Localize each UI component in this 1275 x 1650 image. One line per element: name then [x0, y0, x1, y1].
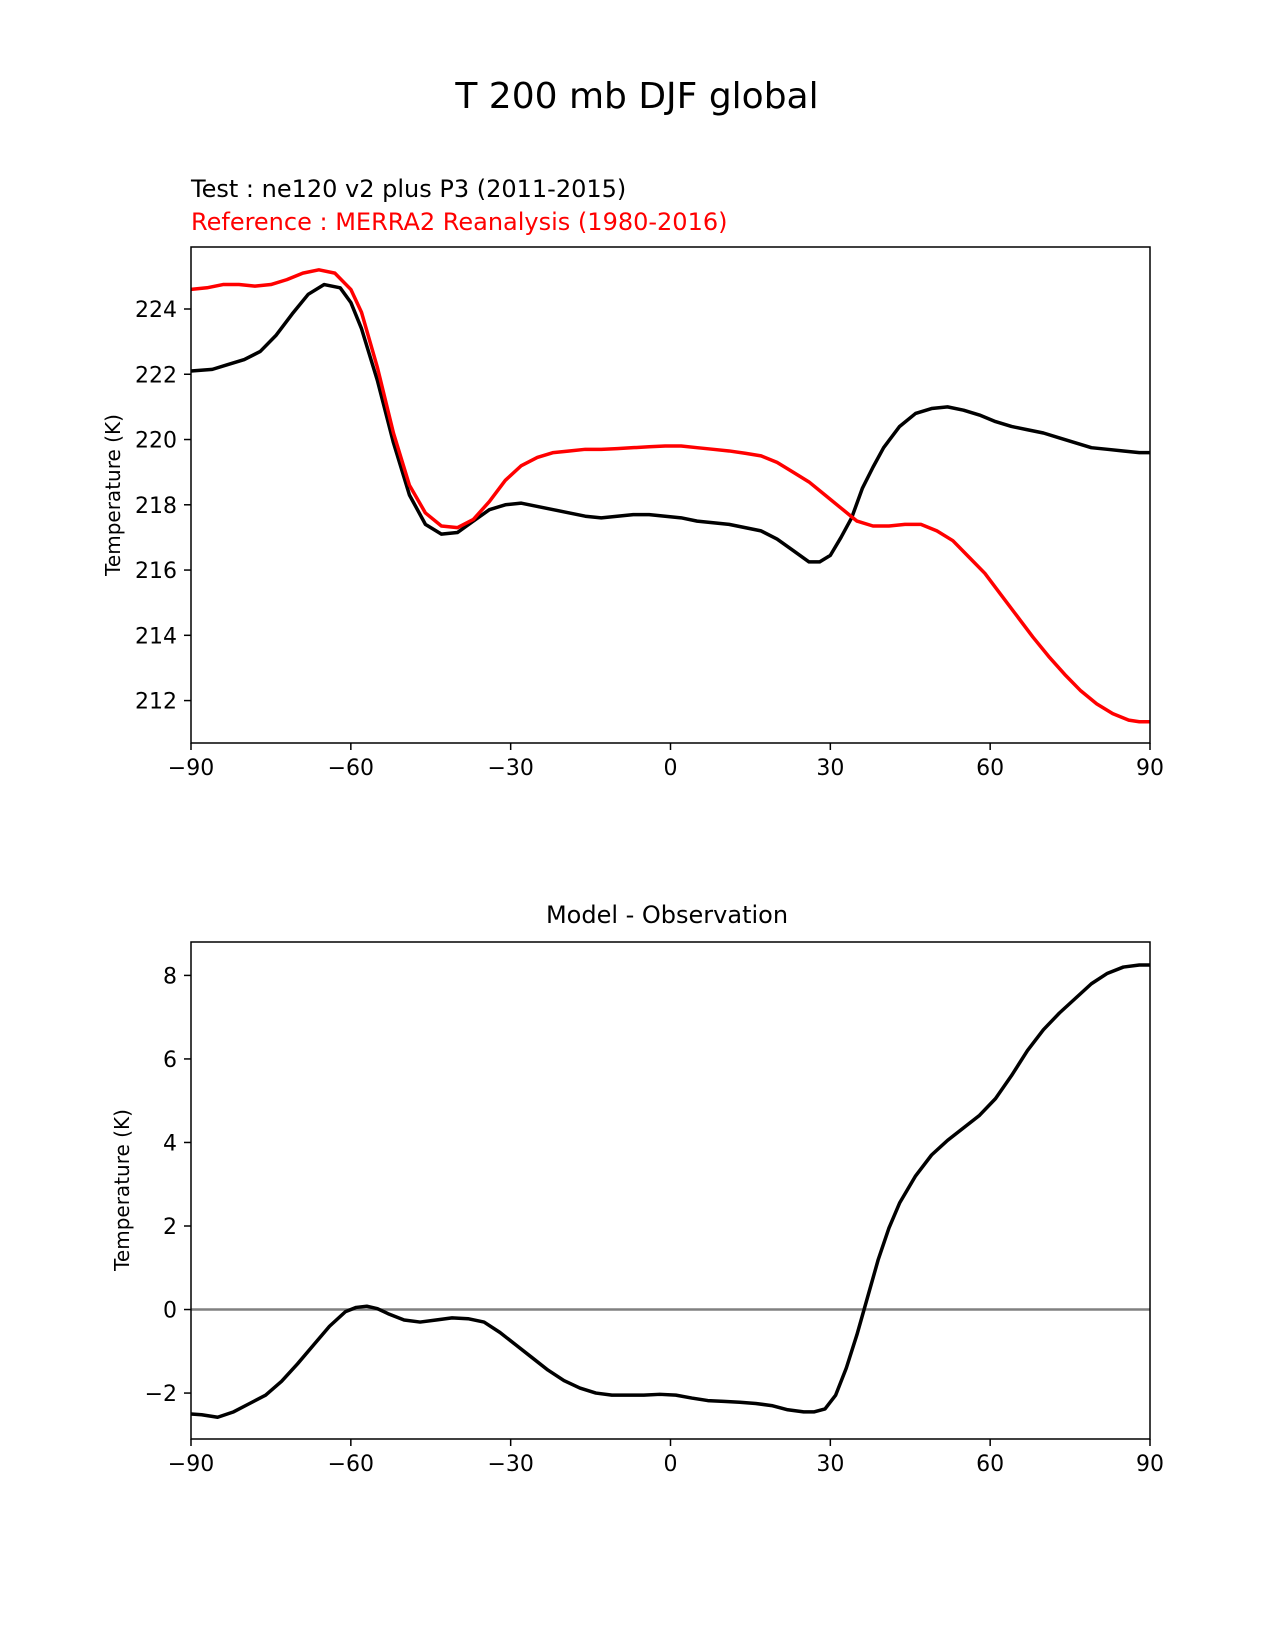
top-y-tick-label: 224 [135, 298, 177, 323]
bottom-x-tick-label: −90 [168, 1452, 214, 1477]
bottom-y-tick-label: 8 [163, 964, 177, 989]
reference-label: Reference : MERRA2 Reanalysis (1980-2016… [191, 208, 727, 236]
bottom-y-tick-label: 4 [163, 1131, 177, 1156]
top-x-tick-label: 90 [1136, 756, 1164, 781]
top-panel: Test : ne120 v2 plus P3 (2011-2015) Refe… [101, 175, 1164, 781]
top-x-tick-label: 60 [976, 756, 1004, 781]
top-x-tick-label: −90 [168, 756, 214, 781]
bottom-x-tick-label: 0 [664, 1452, 678, 1477]
top-y-tick-label: 216 [135, 559, 177, 584]
bottom-series-diff-line [191, 963, 1150, 1420]
bottom-x-tick-label: 30 [816, 1452, 844, 1477]
bottom-y-tick-label: 6 [163, 1048, 177, 1073]
top-x-tick-label: −60 [328, 756, 374, 781]
bottom-title: Model - Observation [546, 901, 788, 929]
figure-title: T 200 mb DJF global [454, 76, 818, 117]
top-x-tick-label: −30 [487, 756, 533, 781]
bottom-series-group [191, 963, 1150, 1420]
bottom-x-tick-label: −60 [328, 1452, 374, 1477]
top-y-tick-label: 212 [135, 690, 177, 715]
bottom-x-tick-label: 60 [976, 1452, 1004, 1477]
top-x-tick-label: 0 [664, 756, 678, 781]
bottom-panel: Model - Observation −90 −60 −30 0 30 60 90 −2 0 2… [110, 901, 1164, 1477]
bottom-x-tick-label: 90 [1136, 1452, 1164, 1477]
bottom-plot-area: −90 −60 −30 0 30 60 90 −2 0 2 4 6 8 [145, 941, 1164, 1477]
bottom-y-tick-label: 2 [163, 1215, 177, 1240]
top-x-tick-label: 30 [816, 756, 844, 781]
top-y-tick-label: 222 [135, 363, 177, 388]
top-y-tick-label: 214 [135, 624, 177, 649]
top-y-axis-label: Temperature (K) [101, 414, 125, 577]
top-y-tick-label: 220 [135, 429, 177, 454]
bottom-x-tick-label: −30 [487, 1452, 533, 1477]
top-y-tick-label: 218 [135, 494, 177, 519]
top-series-reference-line [191, 268, 1150, 724]
bottom-y-axis-label: Temperature (K) [110, 1109, 134, 1272]
bottom-y-tick-label: 0 [163, 1299, 177, 1324]
bottom-y-tick-label: −2 [145, 1382, 177, 1407]
top-series-group [191, 268, 1150, 724]
top-plot-area: −90 −60 −30 0 30 60 90 212 214 216 218 220 222 224 [135, 246, 1164, 781]
top-series-test-line [191, 282, 1150, 564]
test-label: Test : ne120 v2 plus P3 (2011-2015) [190, 175, 626, 203]
